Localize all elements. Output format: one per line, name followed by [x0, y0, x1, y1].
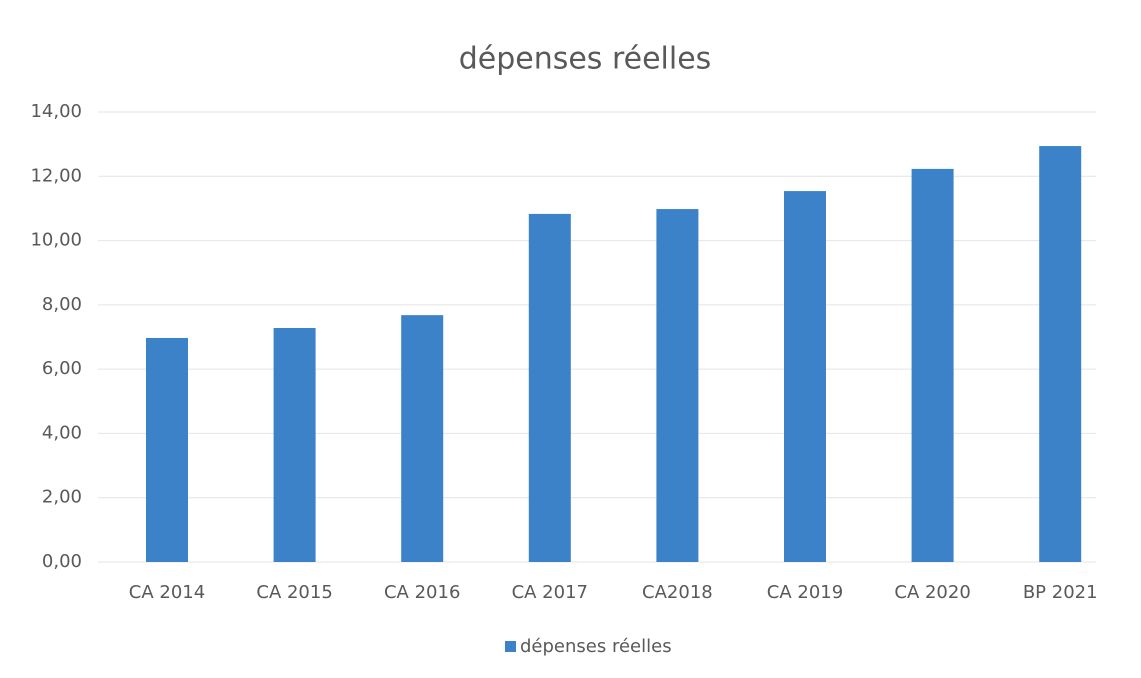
x-tick-label: CA 2014	[129, 582, 205, 603]
bar	[656, 209, 699, 563]
bar	[146, 337, 188, 562]
x-tick-label: CA 2019	[767, 582, 843, 603]
y-tick-label: 2,00	[42, 487, 82, 508]
x-tick-label: CA 2015	[256, 582, 332, 603]
chart-title: dépenses réelles	[459, 42, 712, 77]
y-tick-label: 4,00	[42, 422, 82, 443]
bar	[784, 191, 826, 563]
x-tick-label: CA 2016	[384, 582, 460, 603]
legend-swatch	[505, 641, 516, 652]
x-tick-label: CA 2020	[894, 582, 970, 603]
bar	[401, 315, 444, 562]
y-tick-label: 10,00	[30, 230, 82, 251]
y-tick-label: 12,00	[30, 165, 82, 186]
y-tick-label: 8,00	[42, 294, 82, 315]
x-tick-label: BP 2021	[1023, 582, 1098, 603]
bar	[528, 213, 571, 562]
y-tick-label: 14,00	[30, 101, 82, 122]
x-tick-label: CA 2017	[512, 582, 588, 603]
bar	[911, 168, 954, 562]
legend-label: dépenses réelles	[520, 636, 672, 657]
bar	[1039, 146, 1082, 563]
y-tick-label: 0,00	[42, 551, 82, 572]
bar	[273, 328, 316, 562]
x-tick-label: CA2018	[642, 582, 713, 603]
y-tick-label: 6,00	[42, 358, 82, 379]
